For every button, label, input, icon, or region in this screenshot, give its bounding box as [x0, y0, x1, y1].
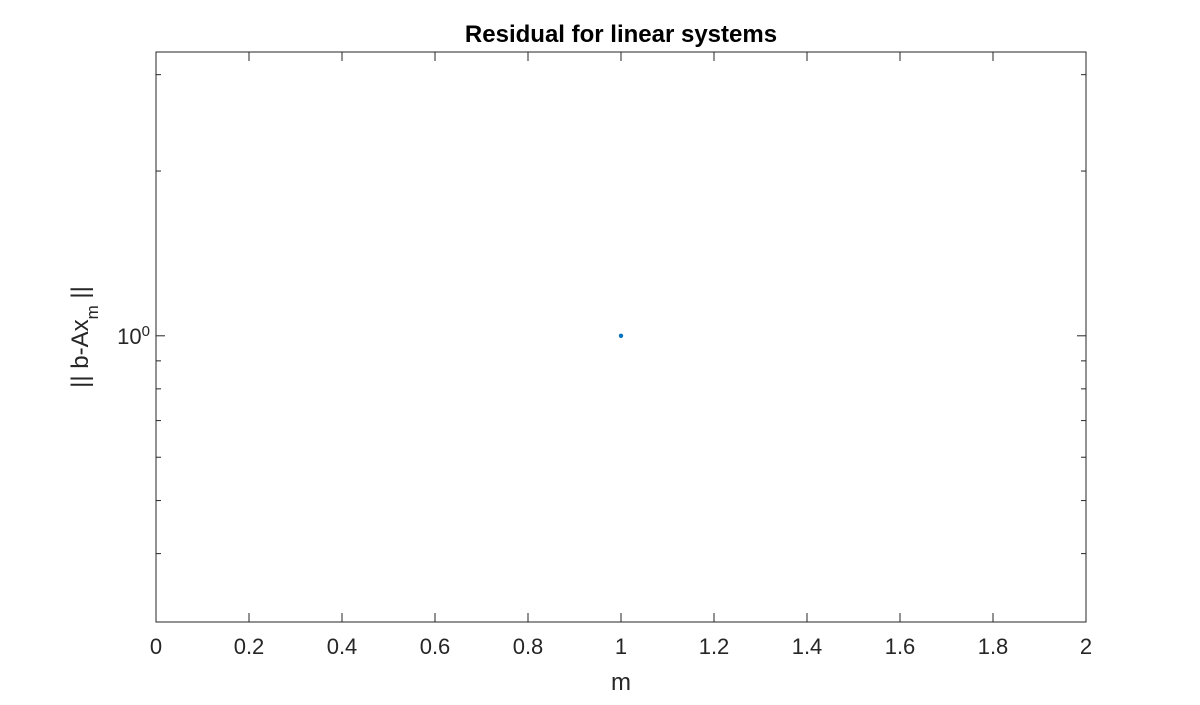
x-tick-label: 1.6	[885, 634, 916, 659]
x-tick-label: 1.4	[792, 634, 823, 659]
x-tick-label: 1.2	[699, 634, 730, 659]
y-axis-label-suffix: ||	[67, 286, 94, 305]
x-tick-label: 2	[1080, 634, 1092, 659]
y-tick-label-base: 10	[117, 324, 141, 349]
x-tick-label: 1	[615, 634, 627, 659]
y-tick-label-exponent: 0	[142, 322, 150, 339]
x-tick-label: 1.8	[978, 634, 1009, 659]
x-axis-label: m	[611, 669, 631, 696]
x-tick-label: 0.6	[420, 634, 451, 659]
y-axis-label-prefix: || b-Ax	[67, 319, 94, 387]
y-tick-label: 100	[117, 322, 150, 349]
x-tick-label: 0.2	[234, 634, 265, 659]
x-tick-label: 0	[150, 634, 162, 659]
data-point	[618, 333, 624, 339]
chart-title: Residual for linear systems	[465, 21, 777, 48]
x-tick-label: 0.8	[513, 634, 544, 659]
y-axis-label: || b-Axm ||	[67, 286, 102, 388]
y-axis-label-subscript: m	[83, 305, 102, 319]
x-tick-label: 0.4	[327, 634, 358, 659]
